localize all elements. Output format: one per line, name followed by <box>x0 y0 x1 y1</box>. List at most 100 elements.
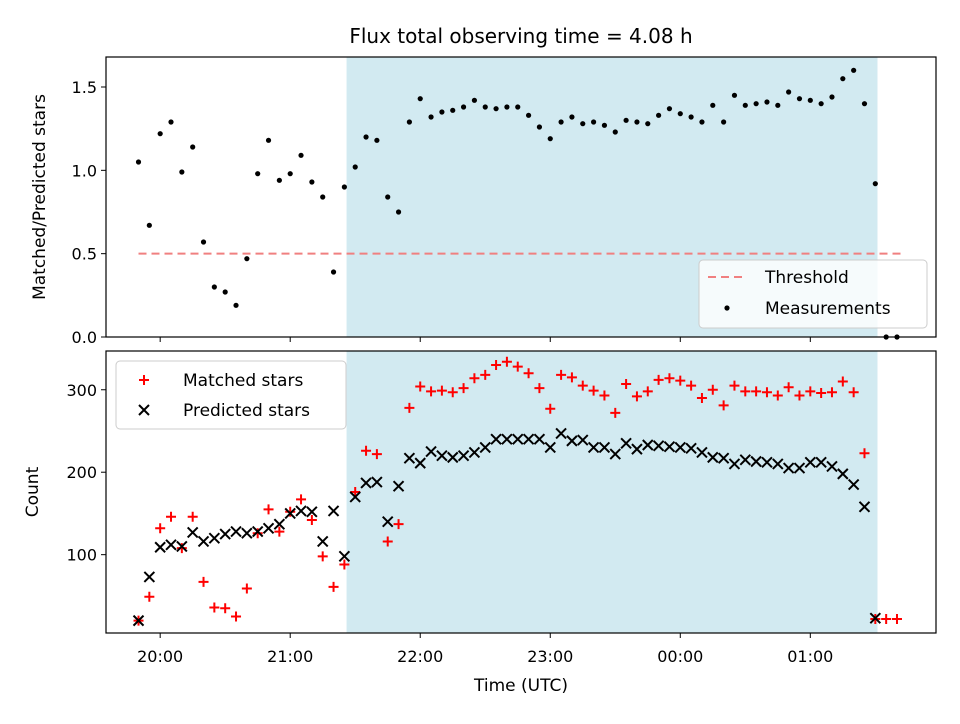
data-point <box>656 112 662 118</box>
data-point <box>208 532 221 544</box>
data-point <box>469 373 480 384</box>
data-point <box>144 591 155 602</box>
data-point <box>273 518 286 530</box>
data-point <box>580 121 586 127</box>
series-matched-stars <box>133 356 902 626</box>
data-point <box>515 104 521 110</box>
data-point <box>501 433 513 445</box>
data-point <box>168 119 174 125</box>
data-point <box>534 383 545 394</box>
data-point <box>555 427 567 440</box>
data-point <box>285 506 296 517</box>
data-point <box>252 528 263 539</box>
data-point <box>523 368 534 379</box>
data-point <box>176 543 187 554</box>
ratio-panel: 0.0 0.5 1.0 1.5 Matched/Predicted stars Flux … <box>30 24 937 347</box>
data-point <box>645 121 651 127</box>
x-tick-label: 01:00 <box>787 647 833 666</box>
data-point <box>881 613 892 624</box>
data-point <box>457 450 470 462</box>
data-point <box>393 519 404 530</box>
data-point <box>859 448 870 459</box>
data-point <box>815 456 827 469</box>
data-point <box>155 523 166 534</box>
data-point <box>233 302 239 308</box>
data-point <box>274 526 285 537</box>
data-point <box>404 402 415 413</box>
data-point <box>674 441 686 454</box>
data-point <box>200 239 207 245</box>
x-axis-label: Time (UTC) <box>473 676 568 696</box>
legend-box <box>698 259 928 329</box>
data-point <box>739 454 752 466</box>
data-point <box>219 528 231 540</box>
data-point <box>361 445 372 456</box>
series-measurements <box>135 67 900 340</box>
data-point <box>761 387 772 398</box>
data-point <box>190 144 196 150</box>
data-point <box>544 441 556 454</box>
data-point <box>512 433 524 445</box>
data-point <box>688 114 694 120</box>
data-point <box>417 96 423 102</box>
data-point <box>599 390 610 401</box>
data-point <box>652 440 665 452</box>
data-point <box>211 284 217 290</box>
data-point <box>460 104 467 110</box>
data-point <box>382 536 393 547</box>
data-point <box>222 289 228 295</box>
data-point <box>621 378 632 389</box>
data-point <box>861 101 868 107</box>
data-point <box>807 97 813 103</box>
data-point <box>707 384 718 395</box>
y-axis-label: Count <box>23 466 43 517</box>
data-point <box>317 551 328 562</box>
data-point <box>306 515 317 526</box>
data-point <box>710 102 716 108</box>
data-point <box>588 385 599 396</box>
data-point <box>620 437 632 450</box>
data-point <box>251 525 264 538</box>
data-point <box>436 385 447 396</box>
data-point <box>298 152 304 158</box>
data-point <box>371 449 382 460</box>
data-point <box>187 511 198 522</box>
count-panel: 100 200 300 20:00 21:00 22:00 23:00 00:00 01:00 C… <box>23 350 937 696</box>
data-point <box>804 456 817 469</box>
data-point <box>447 451 459 464</box>
data-point <box>869 612 882 624</box>
data-point <box>330 269 337 275</box>
data-point <box>556 369 567 380</box>
data-point <box>350 487 361 497</box>
data-point <box>231 611 242 622</box>
legend-label: Matched stars <box>183 371 303 391</box>
data-point <box>360 477 372 489</box>
observing-span-shade <box>346 351 878 633</box>
data-point <box>447 387 458 398</box>
data-point <box>328 581 339 592</box>
data-point <box>317 535 329 548</box>
data-point <box>696 446 708 459</box>
data-point <box>634 119 640 125</box>
data-point <box>631 443 643 455</box>
chart-title: Flux total observing time = 4.08 h <box>349 24 692 48</box>
legend: Threshold Measurements <box>698 259 928 329</box>
data-point <box>230 525 242 538</box>
data-point <box>263 504 274 515</box>
x-tick-label: 22:00 <box>397 647 443 666</box>
data-point <box>403 452 416 464</box>
data-point <box>327 505 340 517</box>
data-point <box>276 177 282 183</box>
data-point <box>847 478 860 491</box>
data-point <box>826 387 837 398</box>
x-tick-label: 23:00 <box>527 647 573 666</box>
data-point <box>783 382 794 393</box>
data-point <box>392 480 405 492</box>
data-point <box>891 613 902 624</box>
data-point <box>610 407 621 418</box>
legend-matched-swatch <box>139 375 149 385</box>
data-point <box>707 451 719 464</box>
data-point <box>186 526 199 539</box>
data-point <box>840 76 846 82</box>
